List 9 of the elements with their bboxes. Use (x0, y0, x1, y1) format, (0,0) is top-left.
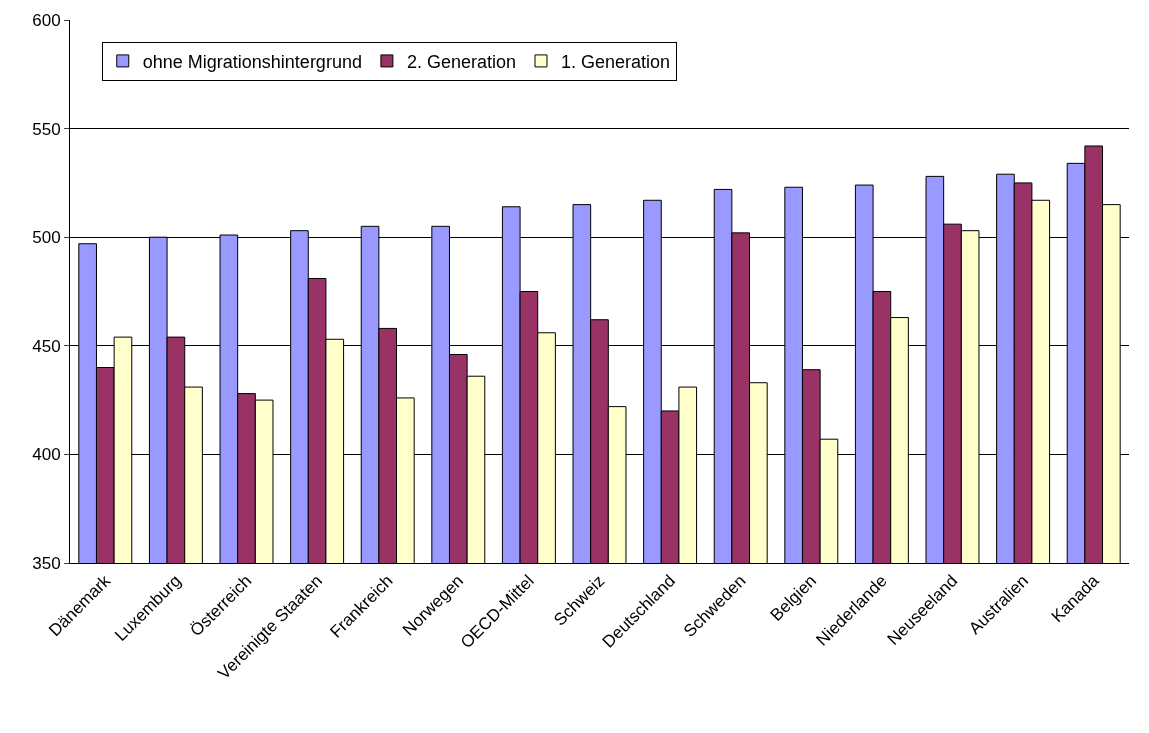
y-tick-label: 450 (32, 336, 61, 356)
y-tick-label: 400 (32, 445, 61, 465)
legend-label: ohne Migrationshintergrund (142, 51, 362, 72)
y-tick-label: 500 (32, 228, 61, 248)
y-tick-label: 550 (32, 119, 61, 139)
legend-label: 1. Generation (560, 51, 671, 72)
y-tick-label: 600 (32, 10, 61, 30)
legend-label: 2. Generation (406, 51, 516, 72)
y-tick-label: 350 (32, 553, 61, 573)
